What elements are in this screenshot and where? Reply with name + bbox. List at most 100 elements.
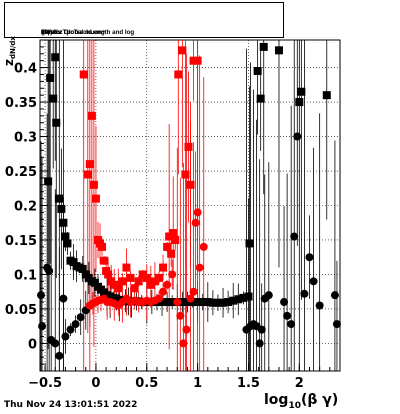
title-pre: Fitted z [41,29,63,36]
data-point-circle [280,298,289,307]
data-point-square [193,298,202,307]
data-point-square [203,298,212,307]
data-point-square [78,264,87,273]
data-point-square [184,142,193,151]
data-point-square [213,298,222,307]
data-point-circle [195,263,204,272]
data-point-square [295,98,304,107]
data-point-square [165,232,174,241]
data-point-circle [51,339,60,348]
data-point-circle [66,325,75,334]
data-point-square [114,284,123,293]
title-mid: versus TpcTrackLength and log [41,29,135,36]
data-point-circle [176,311,185,320]
y-axis-label-sub: dN/dx [9,36,17,60]
data-point-square [234,295,243,304]
data-point-circle [189,287,198,296]
data-point-circle [71,320,80,329]
x-tick-label: 0.5 [135,376,158,391]
data-point-circle [315,301,324,310]
data-point-square [100,256,109,265]
data-point-square [183,298,192,307]
data-point-square [59,218,68,227]
data-point-circle [300,289,309,298]
data-point-square [118,277,127,286]
y-tick-label: 0.2 [14,200,37,215]
data-point-square [87,111,96,120]
data-point-circle [182,325,191,334]
data-point-square [57,204,66,213]
data-point-square [61,232,70,241]
data-point-circle [163,280,172,289]
data-point-square [198,298,207,307]
data-point-circle [173,298,182,307]
data-point-square [168,298,177,307]
data-point-circle [154,294,163,303]
data-point-square [163,298,172,307]
axes: −0.5 0 0.5 1 1.5 2 0 0.05 0.1 0.15 0.2 0.25 0.3 0.35 0… [5,46,331,391]
data-point-circle [309,277,318,286]
data-point-square [55,194,64,203]
data-point-square [83,170,92,179]
x-axis-label-main: log [264,392,289,408]
data-point-circle [61,332,70,341]
data-point-square [122,263,131,272]
data-point-square [239,293,248,302]
data-point-circle [168,270,177,279]
data-point-square [193,56,202,65]
data-point-square [274,46,283,55]
data-point-circle [186,294,195,303]
data-point-circle [199,242,208,251]
data-point-circle [59,294,68,303]
y-tick-label: 0.25 [5,165,37,180]
data-point-square [163,242,172,251]
data-point-square [130,284,139,293]
data-point-circle [305,253,314,262]
data-point-square [69,258,78,267]
data-point-square [244,292,253,301]
data-point-square [98,242,107,251]
y-axis-label-main: z [2,59,16,66]
data-point-circle [330,291,339,300]
data-point-square [169,229,178,238]
data-point-square [85,160,94,169]
data-point-circle [287,320,296,329]
data-point-square [49,94,58,103]
data-point-circle [45,267,54,276]
data-point-circle [257,325,266,334]
data-point-square [159,263,168,272]
data-point-square [138,270,147,279]
data-point-square [208,298,217,307]
data-point-square [181,170,190,179]
data-point-circle [76,313,85,322]
data-point-circle [332,320,341,329]
data-point-square [89,180,98,189]
data-point-square [174,70,183,79]
x-axis-label-rest: (β γ) [300,392,339,408]
x-tick-label: 2 [295,376,304,391]
y-tick-label: 0.15 [5,234,37,249]
title-post: (βγ) for Global muon+ [41,29,106,36]
data-point-square [158,298,167,307]
x-tick-label: 1 [193,376,202,391]
data-point-square [46,73,55,82]
y-tick-label: 0.35 [5,96,37,111]
data-point-square [126,273,135,282]
data-point-square [189,56,198,65]
data-point-square [134,277,143,286]
data-point-square [52,118,61,127]
data-point-circle [193,208,202,217]
data-point-square [63,239,72,248]
data-points [37,42,341,360]
data-point-circle [283,311,292,320]
data-point-circle [191,218,200,227]
y-axis-label: zdN/dx [2,36,17,66]
data-point-square [256,94,265,103]
x-tick-label: 0 [91,376,100,391]
data-point-square [178,298,187,307]
title-sub: dN/dx [41,29,59,36]
x-tick-label: 1.5 [237,376,260,391]
chart-title-box: Fitted z dN/dx versus TpcTrackLength and … [4,2,284,38]
timestamp-footer: Thu Nov 24 13:01:51 2022 [4,400,138,410]
